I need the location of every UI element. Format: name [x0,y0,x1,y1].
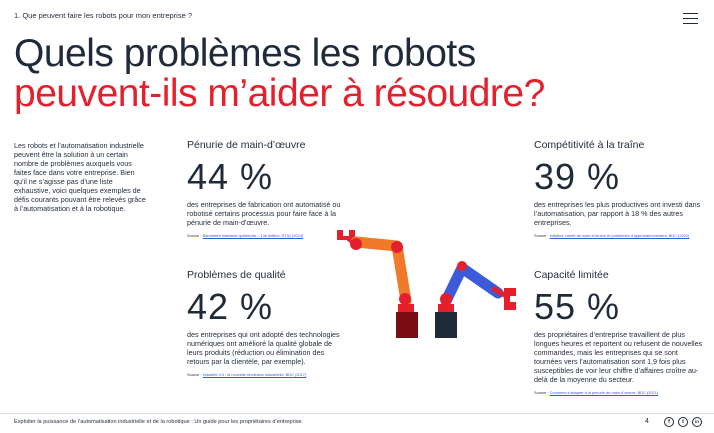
blue-robot-arm-icon [435,261,516,338]
footer: Exploiter la puissance de l’automatisati… [0,413,714,433]
twitter-icon[interactable]: t [678,417,688,427]
stat-card-quality: Problèmes de qualité 42 % des entreprise… [187,269,345,377]
stat-card-capacity: Capacité limitée 55 % des propriétaires … [534,269,706,395]
source-link[interactable]: Inflation, rareté de main-d’œuvre et pro… [549,233,690,238]
intro-paragraph: Les robots et l’automatisation industrie… [14,141,146,213]
source-label: Source : [187,233,202,238]
robot-arms-illustration [337,230,516,338]
page-title-line2: peuvent-ils m’aider à résoudre? [14,72,545,115]
stat-description: des entreprises qui ont adopté des techn… [187,330,340,366]
hamburger-menu-icon[interactable] [683,13,698,25]
stat-source: Source : Inflation, rareté de main-d’œuv… [534,233,702,238]
source-label: Source : [534,233,549,238]
footer-text: Exploiter la puissance de l’automatisati… [14,419,302,425]
page-title-line1: Quels problèmes les robots [14,32,476,75]
stat-heading: Problèmes de qualité [187,269,286,281]
facebook-icon[interactable]: f [664,417,674,427]
source-link[interactable]: Industrie 4.0 : la nouvelle révolution i… [202,372,307,377]
stat-source: Source : Industrie 4.0 : la nouvelle rév… [187,372,345,377]
stat-heading: Compétitivité à la traîne [534,139,645,151]
stat-card-competitiveness: Compétitivité à la traîne 39 % des entre… [534,139,702,238]
source-link[interactable]: Baromètre industriel québécois – 13e édi… [202,233,304,238]
stat-card-labour-shortage: Pénurie de main-d’œuvre 44 % des entrepr… [187,139,345,238]
page-title: Quels problèmes les robots peuvent-ils m… [14,34,545,114]
stat-value: 55 % [534,286,621,327]
stat-heading: Capacité limitée [534,269,609,281]
source-link[interactable]: Comment s’adapter à la pénurie de main-d… [549,390,659,395]
stat-source: Source : Baromètre industriel québécois … [187,233,345,238]
source-label: Source : [534,390,549,395]
linkedin-icon[interactable]: in [692,417,702,427]
stat-value: 44 % [187,156,274,197]
stat-description: des entreprises les plus productives ont… [534,200,701,227]
stat-source: Source : Comment s’adapter à la pénurie … [534,390,706,395]
stat-value: 42 % [187,286,274,327]
stat-value: 39 % [534,156,621,197]
orange-robot-arm-icon [337,230,418,338]
source-label: Source : [187,372,202,377]
breadcrumb: 1. Que peuvent faire les robots pour mon… [14,11,193,20]
stat-description: des propriétaires d’entreprise travaille… [534,330,703,384]
page-number: 4 [645,418,649,425]
stat-heading: Pénurie de main-d’œuvre [187,139,306,151]
stat-description: des entreprises de fabrication ont autom… [187,200,341,227]
